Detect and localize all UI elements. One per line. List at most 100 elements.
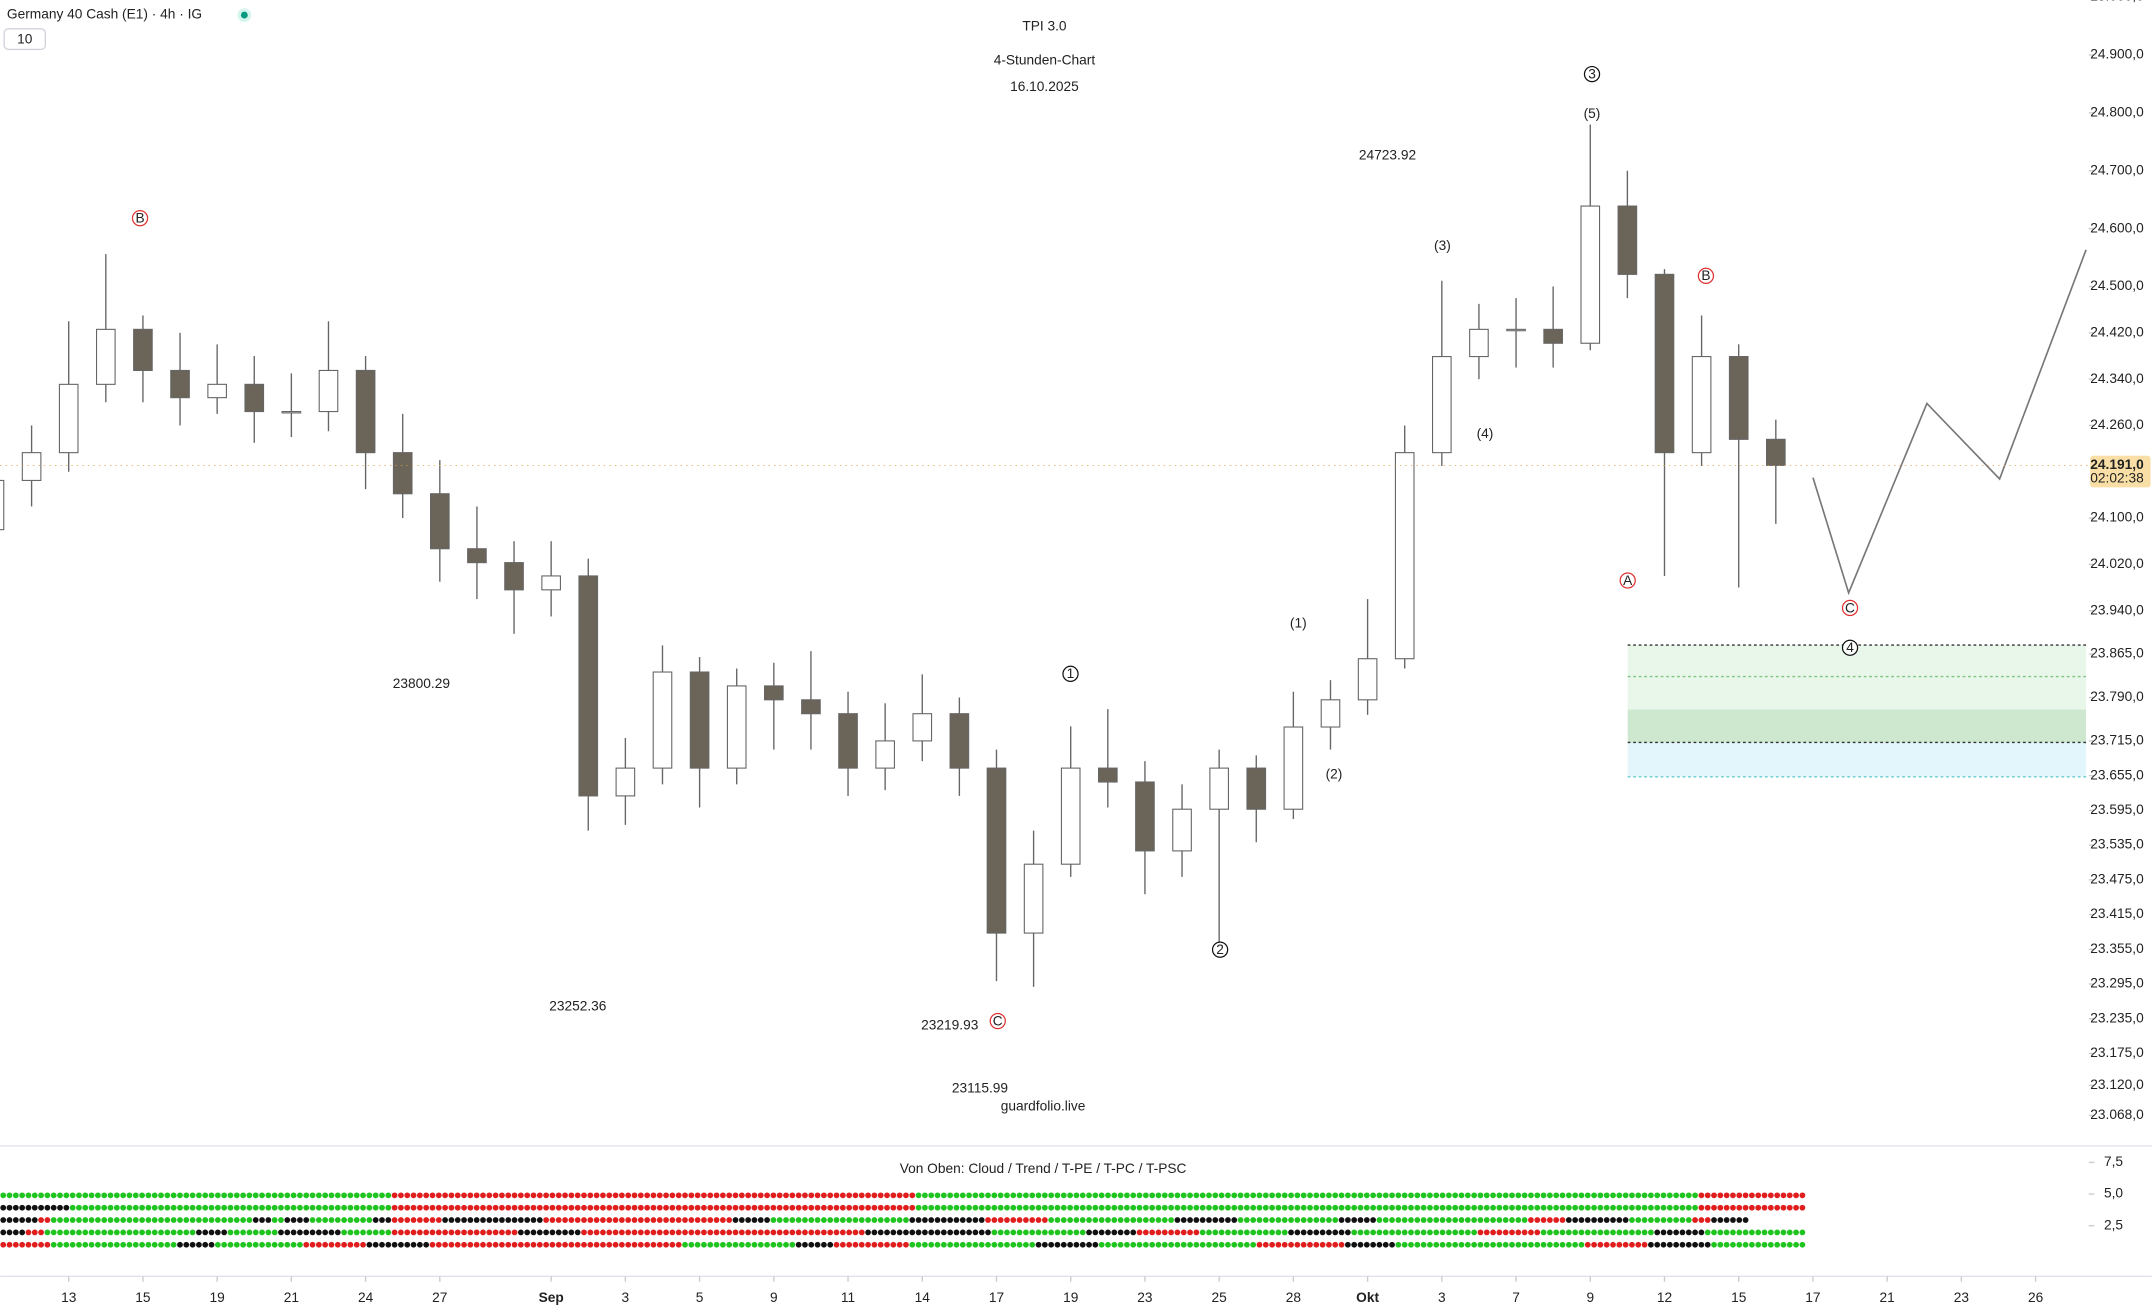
indicator-tick-label: 7,5 [2104, 1154, 2123, 1169]
indicator-dot [574, 1241, 581, 1248]
indicator-dot [1041, 1204, 1048, 1211]
indicator-dot [1256, 1192, 1263, 1199]
indicator-dot [757, 1204, 764, 1211]
indicator-dot [1313, 1241, 1320, 1248]
indicator-dot [391, 1229, 398, 1236]
indicator-dot [1130, 1192, 1137, 1199]
indicator-dot [1269, 1229, 1275, 1236]
indicator-dot [1086, 1192, 1092, 1199]
indicator-dot [600, 1217, 606, 1223]
indicator-dot [1439, 1217, 1446, 1223]
indicator-dot [1452, 1241, 1459, 1248]
indicator-dot [69, 1192, 76, 1199]
indicator-dot [151, 1241, 158, 1248]
indicator-dot [1382, 1241, 1389, 1248]
indicator-dot [915, 1229, 922, 1236]
indicator-dot [259, 1204, 265, 1211]
indicator-dot [1225, 1217, 1231, 1223]
indicator-dot [202, 1217, 209, 1223]
x-tick-label: 3 [1438, 1290, 1446, 1305]
indicator-dot [997, 1192, 1004, 1199]
indicator-dot [732, 1204, 739, 1211]
indicator-dot [625, 1217, 632, 1223]
annotation: A [1623, 573, 1633, 588]
indicator-dot [297, 1204, 303, 1211]
indicator-dot [1711, 1229, 1717, 1236]
x-tick-label: Okt [1356, 1290, 1379, 1305]
indicator-dot [290, 1192, 297, 1199]
indicator-dot [328, 1241, 335, 1248]
indicator-dot [1344, 1229, 1351, 1236]
indicator-dot [1389, 1229, 1395, 1236]
indicator-dot [1029, 1217, 1036, 1223]
indicator-dot [0, 1241, 7, 1248]
indicator-dot [221, 1192, 228, 1199]
indicator-dot [132, 1229, 139, 1236]
indicator-dot [1237, 1217, 1244, 1223]
indicator-dot [682, 1217, 688, 1223]
interval-badge[interactable] [3, 28, 47, 51]
indicator-dot [543, 1217, 550, 1223]
indicator-dot [1603, 1192, 1610, 1199]
x-tick-label: 12 [1657, 1290, 1672, 1305]
indicator-dot [19, 1241, 26, 1248]
indicator-dot [827, 1217, 834, 1223]
annotation: B [135, 211, 144, 226]
indicator-dot [536, 1217, 543, 1223]
indicator-dot [1414, 1204, 1421, 1211]
candle-body [652, 671, 673, 769]
annotation: (5) [1584, 106, 1601, 121]
indicator-dot [1780, 1241, 1787, 1248]
indicator-dot [442, 1204, 448, 1211]
indicator-dot [776, 1229, 783, 1236]
x-tick-label: 15 [1731, 1290, 1747, 1305]
candle-body [1728, 356, 1749, 440]
indicator-dot [1288, 1192, 1294, 1199]
indicator-dot [606, 1241, 613, 1248]
y-tick-label: 25.000,0 [2090, 0, 2144, 4]
indicator-dot [1458, 1217, 1465, 1223]
indicator-dot [278, 1192, 284, 1199]
indicator-dot [587, 1204, 594, 1211]
indicator-dot [1023, 1217, 1029, 1223]
indicator-dot [795, 1192, 802, 1199]
annotation: 23115.99 [952, 1081, 1008, 1096]
annotation: guardfolio.live [1001, 1098, 1086, 1113]
indicator-dot [1584, 1217, 1591, 1223]
indicator-dot [821, 1192, 827, 1199]
indicator-dot [1793, 1241, 1799, 1248]
indicator-dot [1660, 1241, 1667, 1248]
indicator-dot [1300, 1204, 1307, 1211]
indicator-dot [107, 1241, 114, 1248]
indicator-dot [1054, 1229, 1061, 1236]
indicator-dot [461, 1217, 467, 1223]
indicator-dot [612, 1241, 619, 1248]
indicator-dot [435, 1192, 442, 1199]
indicator-dot [101, 1204, 108, 1211]
indicator-dot [1275, 1241, 1282, 1248]
indicator-dot [1004, 1229, 1010, 1236]
indicator-dot [1471, 1241, 1478, 1248]
indicator-dot [1168, 1241, 1174, 1248]
indicator-dot [827, 1229, 834, 1236]
indicator-dot [1098, 1204, 1105, 1211]
indicator-dot [839, 1204, 846, 1211]
indicator-dot [524, 1204, 531, 1211]
indicator-dot [1149, 1229, 1156, 1236]
x-tick-label: 21 [1880, 1290, 1895, 1305]
indicator-dot [473, 1217, 480, 1223]
indicator-dot [524, 1217, 531, 1223]
indicator-dot [12, 1217, 19, 1223]
indicator-dot [1666, 1204, 1673, 1211]
indicator-dot [1572, 1217, 1579, 1223]
indicator-dot [631, 1192, 638, 1199]
indicator-dot [1799, 1204, 1806, 1211]
indicator-dot [682, 1204, 688, 1211]
indicator-dot [44, 1241, 51, 1248]
indicator-dot [303, 1241, 310, 1248]
indicator-dot [1010, 1217, 1017, 1223]
indicator-dot [1060, 1241, 1067, 1248]
indicator-dot [884, 1192, 890, 1199]
indicator-dot [593, 1217, 600, 1223]
indicator-dot [726, 1192, 733, 1199]
